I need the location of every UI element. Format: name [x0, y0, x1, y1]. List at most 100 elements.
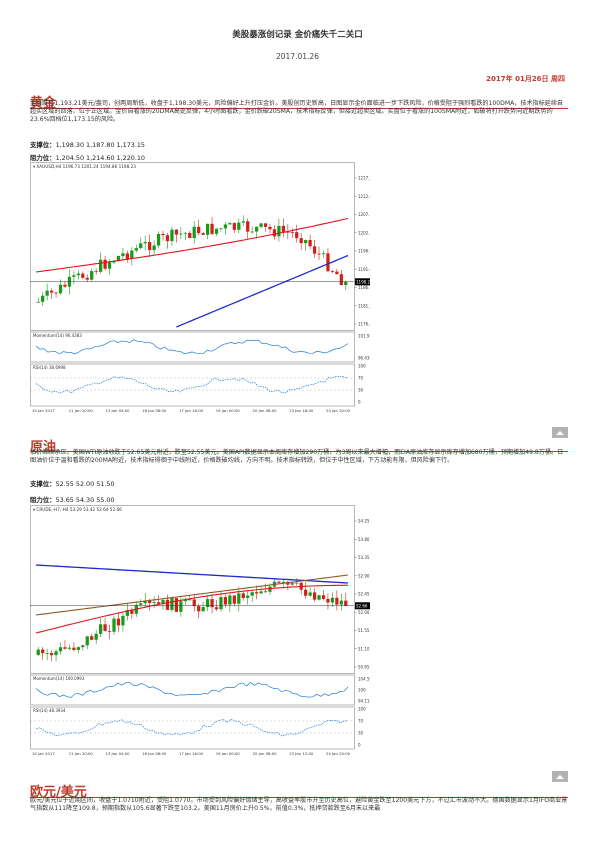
- candle-body: [63, 647, 67, 649]
- x-tick-label: 13 Jan 04:00: [106, 751, 131, 756]
- x-tick-label: 23 Jan 16:00: [289, 408, 314, 413]
- ma-100-line: [176, 254, 349, 328]
- candle-body: [103, 624, 107, 631]
- y-tick-label: 53.35: [358, 555, 370, 560]
- candle-body: [255, 592, 259, 594]
- y-tick-label: 1212.45: [358, 194, 370, 199]
- x-tick-label: 16 Jan 08:00: [142, 408, 167, 413]
- candle-body: [148, 600, 152, 604]
- momentum-axis-label: 96.4383: [358, 356, 370, 361]
- gold-rule: [30, 108, 568, 109]
- candle-body: [237, 222, 241, 230]
- candle-body: [139, 603, 143, 605]
- candle-body: [165, 235, 170, 242]
- oil-chart: ▾ CRUDE,-H7,-H4 53.29 53.42 52.64 52.66 5…: [30, 505, 370, 767]
- candle-body: [263, 223, 268, 227]
- candle-body: [241, 593, 245, 598]
- candle-body: [255, 226, 259, 232]
- candle-body: [85, 636, 89, 646]
- x-tick-label: 24 Jan 20:00: [326, 408, 351, 413]
- gold-resistance: 阻力位：1,204.50 1,214.60 1,220.10: [30, 153, 145, 162]
- candle-body: [54, 651, 58, 656]
- eurusd-rule: [30, 797, 568, 798]
- candle-body: [125, 610, 129, 616]
- candle-body: [139, 243, 143, 249]
- candle-body: [210, 223, 214, 234]
- momentum-axis-label: 104.5980: [358, 677, 370, 682]
- x-tick-label: 10 Jan 2017: [32, 751, 55, 756]
- y-tick-label: 50.65: [358, 665, 370, 670]
- y-tick-label: 1202.20: [358, 230, 370, 235]
- candle-body: [81, 645, 85, 648]
- x-tick-label: 11 Jan 20:00: [69, 751, 94, 756]
- momentum-axis-label: 101.972: [358, 334, 370, 339]
- candle-body: [67, 647, 72, 649]
- candle-body: [192, 599, 196, 607]
- candle-body: [156, 602, 161, 604]
- candle-body: [179, 233, 183, 235]
- candle-body: [134, 248, 138, 251]
- candle-body: [99, 624, 103, 634]
- candle-body: [321, 595, 326, 599]
- candle-body: [232, 223, 236, 230]
- candle-body: [246, 221, 250, 232]
- candle-body: [299, 238, 303, 244]
- scroll-up-button-2[interactable]: [552, 771, 568, 782]
- candle-body: [143, 242, 147, 244]
- y-tick-label: 52.00: [358, 610, 370, 615]
- candle-body: [72, 647, 76, 650]
- rsi-axis-label: 100: [358, 364, 366, 369]
- candle-body: [326, 598, 330, 603]
- candle-body: [58, 284, 63, 294]
- candle-body: [246, 595, 250, 598]
- y-tick-label: 1217.55: [358, 176, 370, 181]
- y-tick-label: 51.55: [358, 628, 370, 633]
- y-tick-label: 53.80: [358, 537, 370, 542]
- chart-header-label: ▾ XAUUSD,H4 1196.73 1201.24 1194.86 1198…: [33, 164, 136, 169]
- candle-body: [130, 610, 134, 614]
- candle-body: [107, 630, 112, 632]
- rsi-line: [35, 376, 349, 394]
- ma-200-line: [35, 574, 349, 616]
- gold-support-values: 1,198.30 1,187.80 1,173.15: [55, 141, 146, 149]
- candle-body: [130, 250, 134, 259]
- candle-body: [335, 597, 339, 605]
- candle-body: [339, 600, 343, 605]
- momentum-line: [35, 339, 349, 355]
- candle-body: [317, 253, 321, 255]
- x-tick-label: 17 Jan 16:00: [179, 751, 204, 756]
- report-date: 2017年 01月26日 周四: [486, 75, 565, 83]
- oil-resistance-label: 阻力位：: [30, 496, 56, 504]
- scroll-up-button[interactable]: [552, 427, 568, 438]
- candle-body: [188, 232, 192, 238]
- y-tick-label: 1186.55: [358, 285, 370, 290]
- ma-100-line: [35, 564, 349, 584]
- rsi-axis-label: 0: [358, 743, 361, 748]
- eurusd-heading: 欧元/美元: [30, 785, 87, 800]
- candle-body: [152, 245, 156, 251]
- candle-body: [210, 599, 214, 608]
- ma-20-line: [35, 584, 349, 634]
- candle-body: [228, 223, 232, 225]
- y-tick-label: 1181.55: [358, 303, 370, 308]
- oil-support: 支撑位：52.55 52.00 51.50: [30, 479, 115, 488]
- candle-body: [268, 226, 272, 230]
- candle-body: [170, 229, 174, 242]
- candle-body: [339, 274, 343, 286]
- y-tick-label: 52.45: [358, 592, 370, 597]
- current-price-box: [355, 602, 370, 610]
- current-price-label: 1198.23: [356, 279, 370, 284]
- candle-body: [308, 592, 312, 596]
- gold-resistance-label: 阻力位：: [30, 154, 56, 162]
- momentum-label: Momentum(14) 96.4383: [33, 333, 82, 338]
- rsi-axis-label: 70: [358, 719, 364, 724]
- page-title: 美股暴涨创记录 金价痛失千二关口: [232, 30, 363, 40]
- candle-body: [63, 284, 67, 287]
- candle-body: [201, 607, 205, 612]
- candle-body: [49, 653, 54, 656]
- candle-body: [76, 647, 80, 650]
- candle-body: [116, 256, 121, 261]
- candle-body: [272, 229, 277, 237]
- y-tick-label: 1207.35: [358, 212, 370, 217]
- x-tick-label: 11 Jan 20:00: [69, 408, 94, 413]
